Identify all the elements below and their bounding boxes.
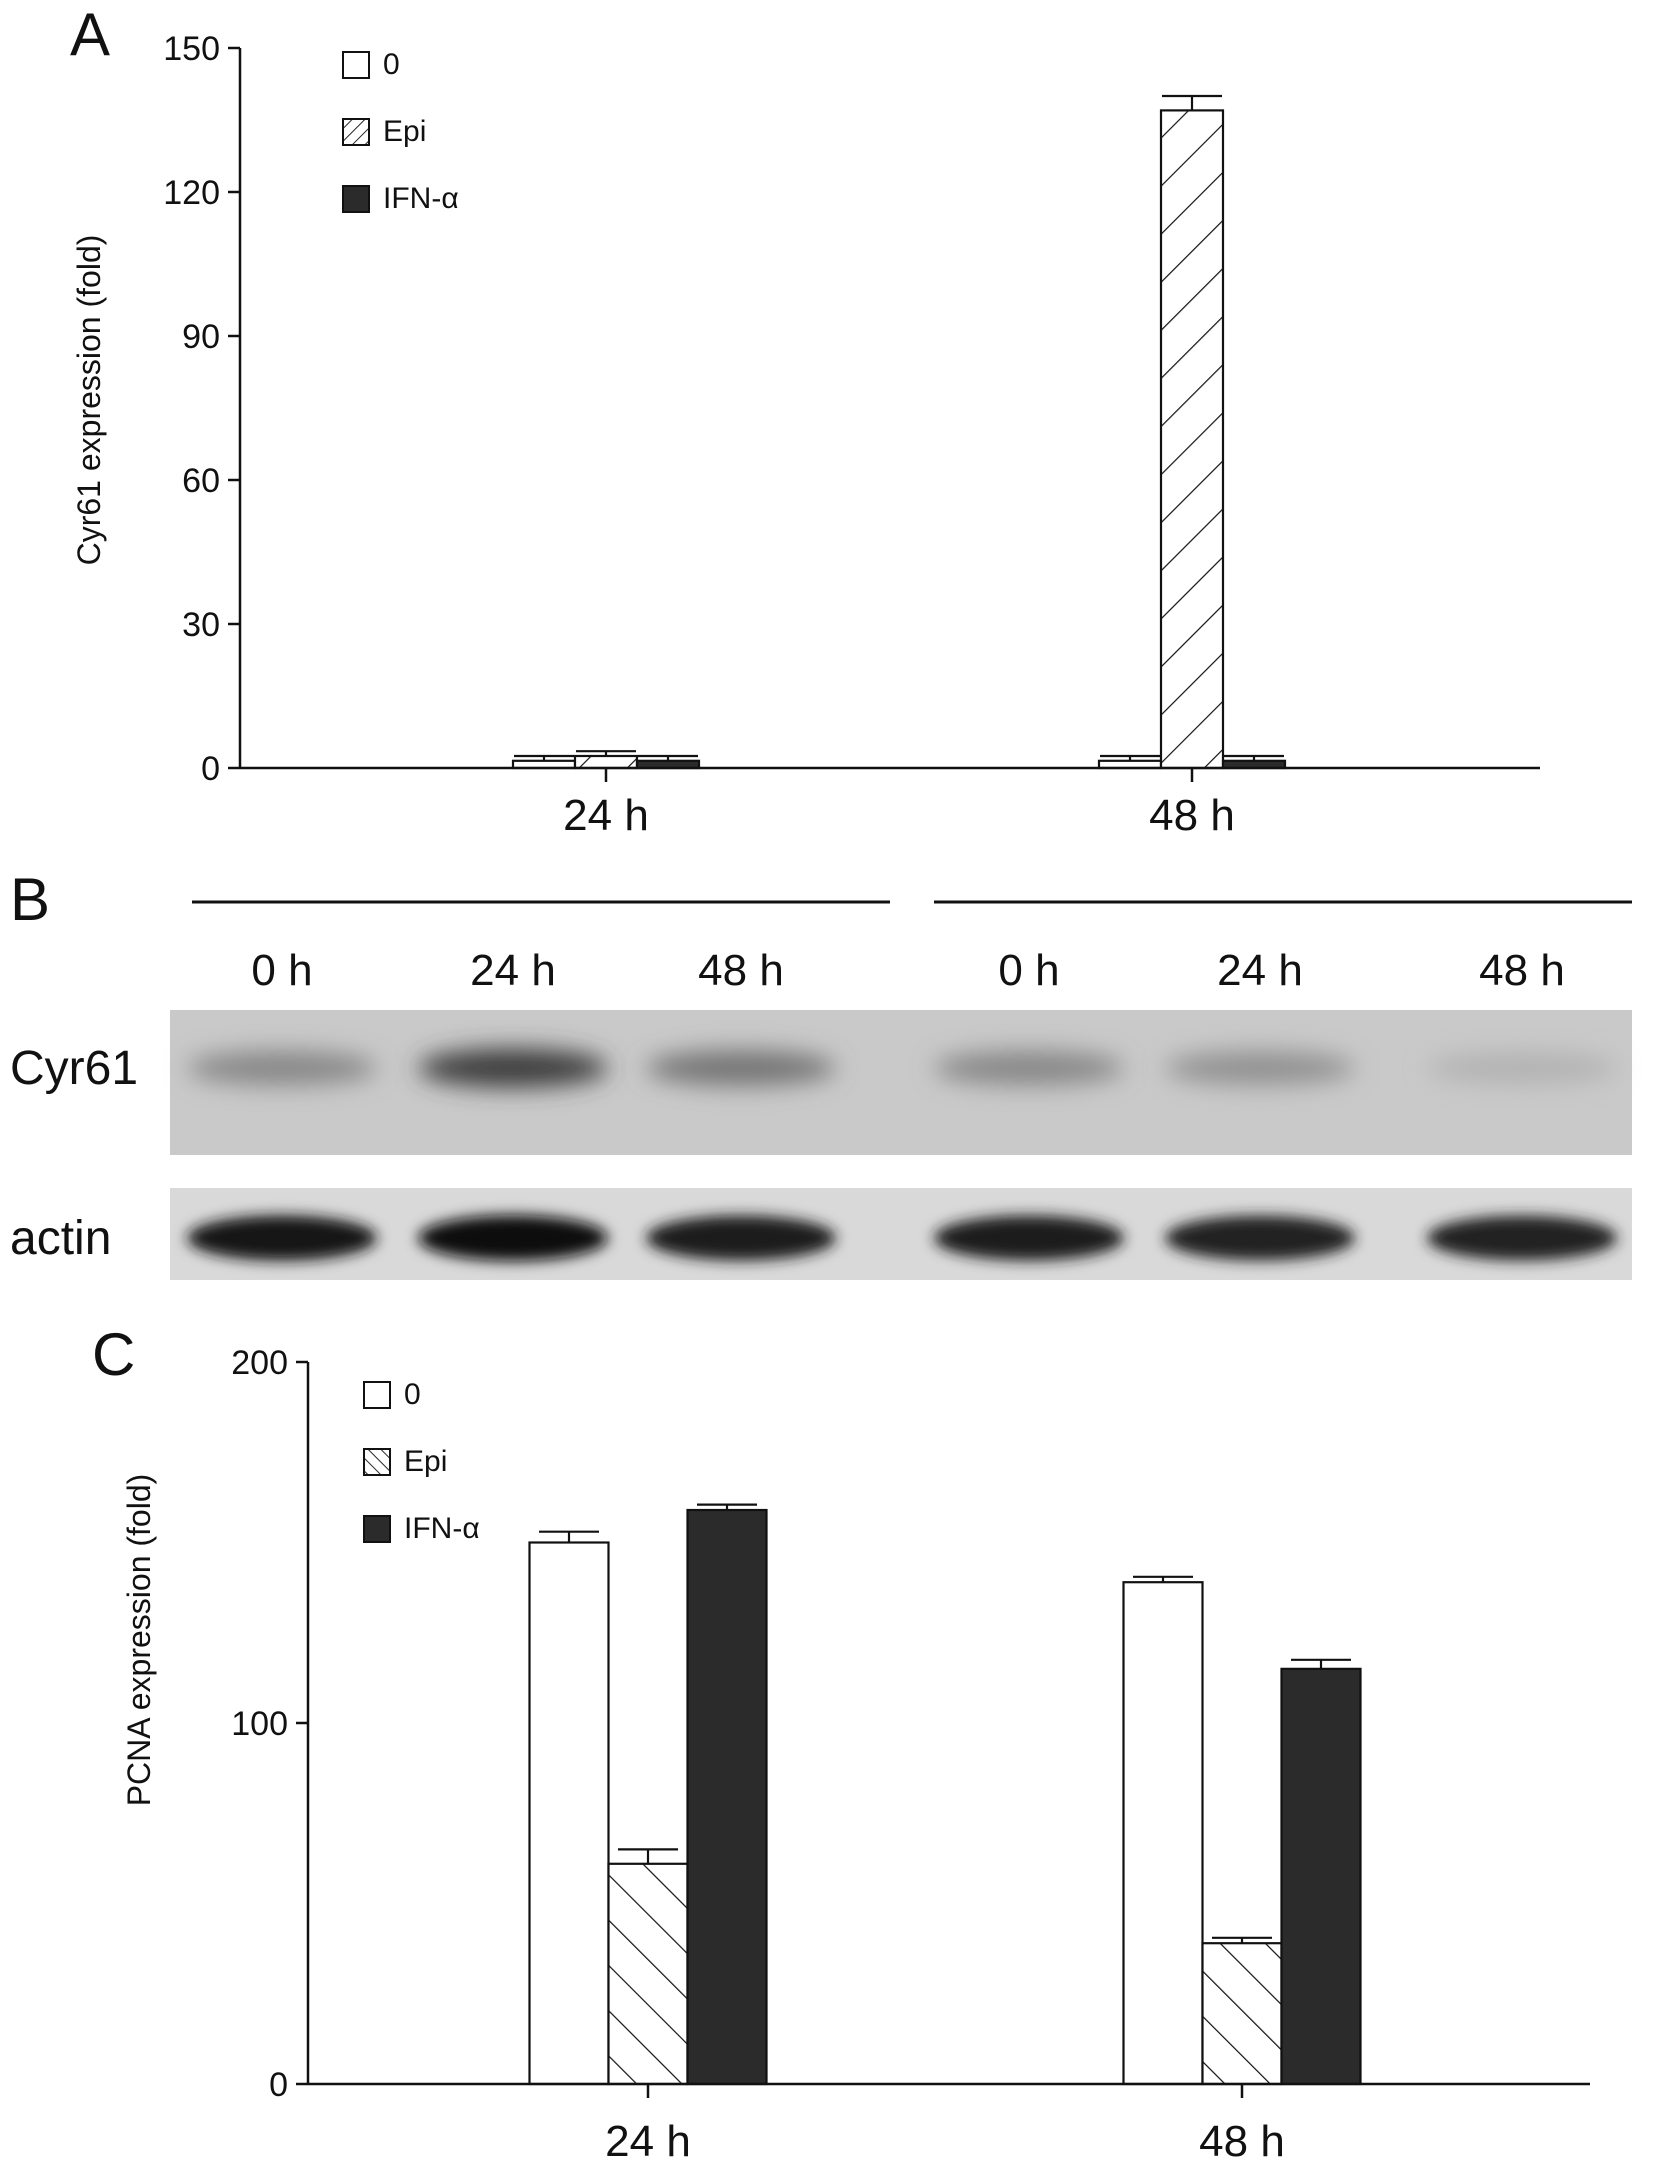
lane-label: 0 h bbox=[998, 946, 1059, 995]
y-tick-label: 30 bbox=[182, 606, 220, 644]
legend-swatch bbox=[363, 1381, 391, 1409]
legend-label: Epi bbox=[383, 115, 426, 148]
chart-c-legend: 0 Epi IFN-α bbox=[363, 1378, 480, 1545]
chart-a-legend: 0 Epi IFN-α bbox=[342, 48, 459, 215]
blot-band bbox=[1427, 1052, 1617, 1084]
panel-letter-c: C bbox=[92, 1321, 135, 1388]
blot-band bbox=[646, 1050, 836, 1086]
blot-band bbox=[934, 1215, 1124, 1261]
x-tick-label: 48 h bbox=[1199, 2117, 1285, 2166]
x-tick-label: 48 h bbox=[1149, 791, 1235, 840]
y-tick-label: 90 bbox=[182, 318, 220, 356]
y-tick-label: 150 bbox=[163, 30, 220, 68]
chart-a-y-axis-title: Cyr61 expression (fold) bbox=[71, 235, 107, 566]
y-tick-label: 120 bbox=[163, 174, 220, 212]
legend-swatch bbox=[363, 1448, 391, 1476]
chart-c-y-axis-title: PCNA expression (fold) bbox=[121, 1474, 157, 1807]
chart-c-pcna: 0 100 200 24 h 48 h 0 Epi IFN-α PCNA expressio… bbox=[121, 1344, 1590, 2166]
blot-band bbox=[418, 1215, 608, 1261]
blot-band bbox=[646, 1215, 836, 1261]
x-tick-label: 24 h bbox=[563, 791, 649, 840]
chart-c-bars bbox=[528, 1503, 1362, 2086]
chart-a-cyr61: 0 30 60 90 120 150 24 h 48 h 0 Epi IFN-α Cyr61 ex… bbox=[71, 30, 1540, 840]
y-tick-label: 0 bbox=[201, 750, 220, 788]
lane-label: 24 h bbox=[470, 946, 556, 995]
chart-a-axes: 0 30 60 90 120 150 24 h 48 h bbox=[163, 30, 1540, 840]
y-tick-label: 100 bbox=[231, 1705, 288, 1743]
legend-swatch bbox=[342, 185, 370, 213]
bar-IFN-α-48 h bbox=[1280, 1667, 1362, 2086]
bar-Epi-48 h bbox=[1159, 109, 1225, 770]
legend-swatch bbox=[342, 51, 370, 79]
blot-lane-labels: 0 h 24 h 48 h 0 h 24 h 48 h bbox=[251, 946, 1564, 995]
blot-strip-Cyr61 bbox=[170, 1010, 1632, 1155]
x-tick-label: 24 h bbox=[605, 2117, 691, 2166]
legend-label: IFN-α bbox=[383, 182, 459, 215]
lane-label: 24 h bbox=[1217, 946, 1303, 995]
blot-row-label: Cyr61 bbox=[10, 1042, 138, 1095]
bar-0-24 h bbox=[528, 1541, 610, 2086]
legend-swatch bbox=[363, 1515, 391, 1543]
lane-label: 48 h bbox=[1479, 946, 1565, 995]
panel-letter-b: B bbox=[10, 866, 50, 933]
blot-band bbox=[1165, 1051, 1355, 1085]
blot-row-label: actin bbox=[10, 1212, 111, 1265]
legend-swatch bbox=[342, 118, 370, 146]
lane-label: 0 h bbox=[251, 946, 312, 995]
chart-c-axes: 0 100 200 24 h 48 h bbox=[231, 1344, 1590, 2166]
blot-strip-actin bbox=[170, 1188, 1632, 1280]
blot-band bbox=[187, 1215, 377, 1261]
y-tick-label: 60 bbox=[182, 462, 220, 500]
bar-Epi-48 h bbox=[1201, 1942, 1283, 2086]
lane-label: 48 h bbox=[698, 946, 784, 995]
blot-band bbox=[187, 1050, 377, 1086]
chart-a-bars bbox=[511, 94, 1287, 770]
legend-label: 0 bbox=[383, 48, 400, 81]
blot-band bbox=[1427, 1215, 1617, 1261]
bar-0-48 h bbox=[1122, 1581, 1204, 2086]
blot-band bbox=[934, 1050, 1124, 1086]
legend-label: 0 bbox=[404, 1378, 421, 1411]
blot-band bbox=[418, 1048, 608, 1088]
legend-label: Epi bbox=[404, 1445, 447, 1478]
blot-band bbox=[1165, 1215, 1355, 1261]
panel-letter-a: A bbox=[70, 1, 110, 68]
legend-label: IFN-α bbox=[404, 1512, 480, 1545]
y-tick-label: 200 bbox=[231, 1344, 288, 1382]
bar-IFN-α-24 h bbox=[686, 1508, 768, 2086]
bar-Epi-24 h bbox=[573, 754, 639, 770]
bar-Epi-24 h bbox=[607, 1862, 689, 2086]
blot-rows: Cyr61 actin bbox=[10, 1010, 1632, 1280]
y-tick-label: 0 bbox=[269, 2066, 288, 2104]
western-blot: 0 h 24 h 48 h 0 h 24 h 48 h Cyr61 actin bbox=[10, 900, 1632, 1280]
